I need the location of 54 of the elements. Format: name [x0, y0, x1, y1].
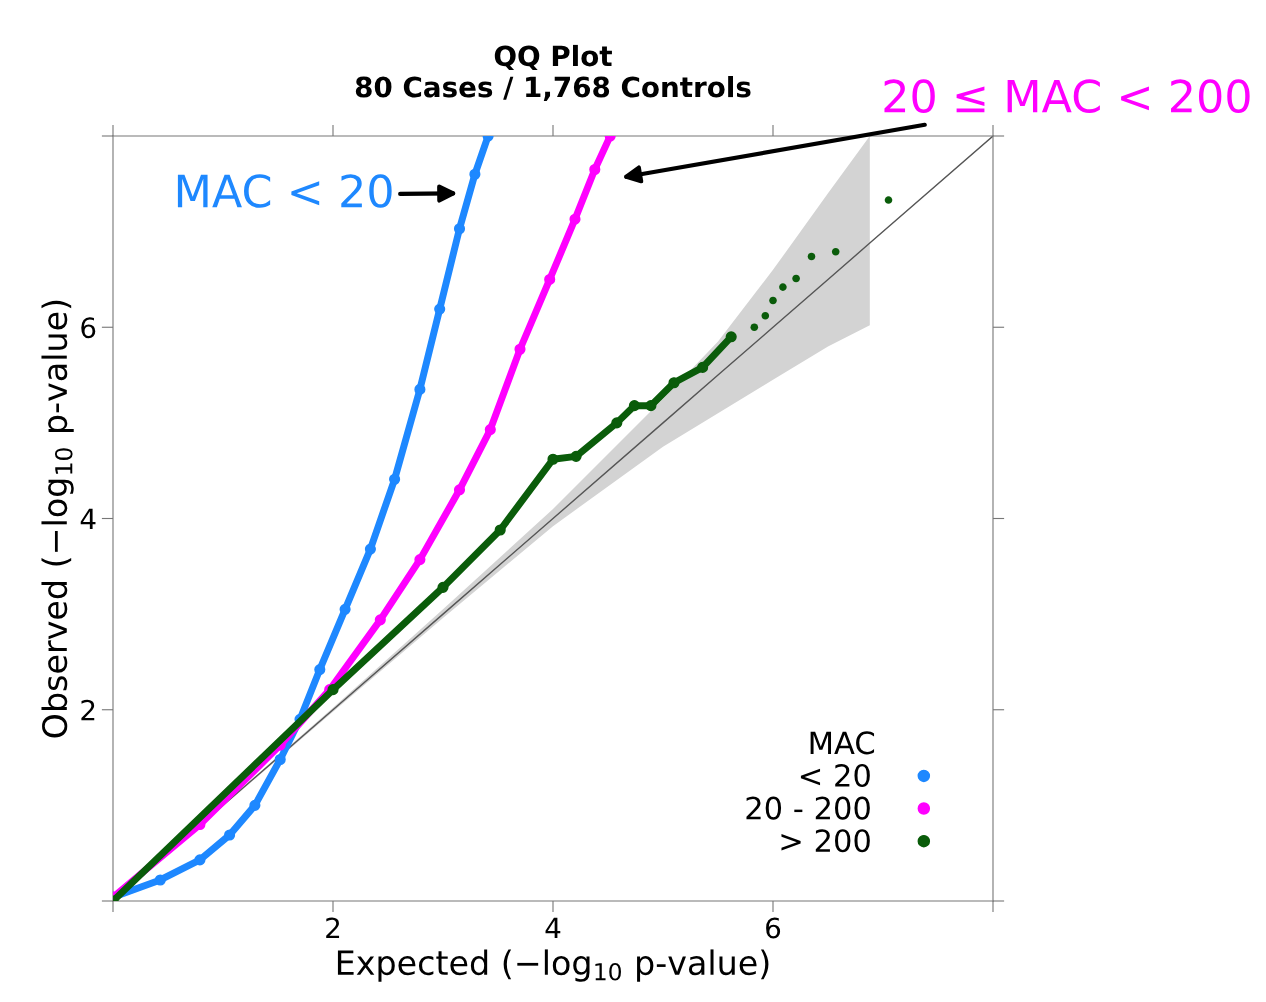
point — [414, 554, 426, 566]
point — [570, 450, 582, 462]
point — [750, 323, 759, 332]
point — [544, 273, 556, 285]
point — [314, 664, 326, 676]
point — [389, 473, 401, 485]
point — [831, 247, 840, 256]
point — [697, 361, 709, 373]
x-tick-label: 6 — [766, 917, 781, 939]
point — [884, 196, 893, 204]
point — [249, 799, 261, 811]
legend-label: 20 - 200 — [746, 796, 870, 820]
point — [628, 400, 640, 412]
point — [274, 753, 286, 766]
point — [194, 854, 206, 866]
y-axis-title: Observed (−log$_{10}$ p-value) — [41, 300, 74, 738]
point — [434, 303, 446, 315]
point — [364, 543, 376, 555]
legend-label: > 200 — [781, 829, 870, 853]
point — [589, 163, 601, 176]
point — [761, 311, 770, 320]
point — [779, 283, 787, 291]
annotation: MAC < 20 — [177, 174, 392, 208]
point — [154, 874, 166, 886]
chart-title: QQ Plot 80 Cases / 1,768 Controls — [355, 44, 751, 102]
point — [514, 343, 526, 355]
point — [414, 383, 426, 395]
point — [611, 417, 623, 429]
point — [484, 424, 496, 436]
point — [339, 603, 351, 615]
x-axis-title: Expected (−log$_{10}$ p-value) — [337, 949, 769, 982]
point — [374, 614, 386, 626]
point — [725, 331, 737, 343]
x-tick-label: 4 — [545, 917, 561, 939]
point — [437, 581, 449, 593]
point — [569, 213, 581, 225]
point — [547, 453, 559, 465]
point — [792, 274, 800, 283]
point — [645, 400, 657, 412]
point — [668, 377, 680, 389]
y-tick-label: 6 — [81, 317, 96, 339]
point — [453, 223, 466, 235]
point — [769, 296, 777, 305]
y-tick-label: 4 — [80, 508, 96, 530]
y-tick-label: 2 — [81, 699, 95, 721]
point — [224, 829, 236, 841]
point — [494, 524, 506, 536]
point — [453, 484, 466, 496]
x-tick-label: 2 — [326, 917, 340, 939]
legend-title: MAC — [810, 731, 875, 755]
point — [469, 168, 481, 180]
text: 20 ≤ MAC < 200 — [884, 79, 1250, 113]
legend-label: < 20 — [800, 763, 870, 788]
point — [807, 252, 816, 261]
